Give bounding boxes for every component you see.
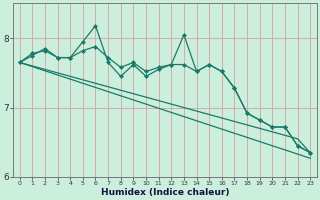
X-axis label: Humidex (Indice chaleur): Humidex (Indice chaleur) [101,188,229,197]
